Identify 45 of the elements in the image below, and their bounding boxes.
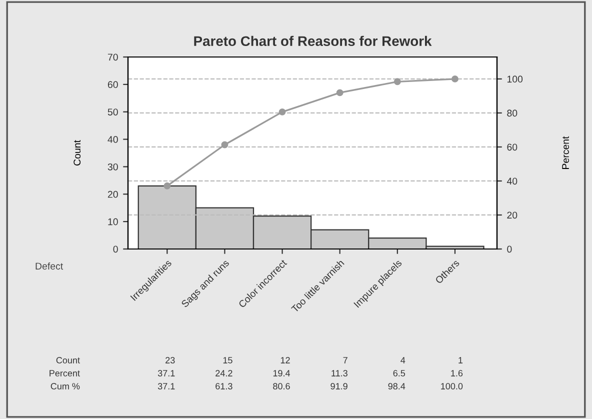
y2-tick-label: 40 — [506, 178, 518, 185]
text: 19.4 — [273, 370, 290, 376]
y2-tick-label: 60 — [507, 144, 518, 151]
data-label: 4 — [400, 357, 406, 364]
y-tick-label: 20 — [108, 190, 118, 198]
data-label: 23 — [166, 357, 175, 364]
y2-axis-title: Percent — [562, 136, 569, 169]
point — [278, 108, 286, 116]
data-label: 1 — [458, 357, 463, 364]
point — [164, 182, 171, 190]
data-label: 15 — [223, 357, 232, 364]
y2-tick-label: 80 — [507, 110, 518, 117]
y-axis-title: Count — [74, 140, 81, 166]
point — [394, 78, 401, 86]
text: 1.6 — [451, 370, 463, 376]
point — [336, 89, 344, 96]
text: 37.1 — [158, 370, 175, 376]
data-label: 98.4 — [388, 383, 406, 390]
text: 6.5 — [393, 370, 406, 376]
y-tick-label: 30 — [108, 163, 118, 170]
y2-tick-label: 20 — [507, 212, 518, 219]
text: Percent — [50, 370, 80, 376]
text: Cum % — [50, 383, 80, 390]
data-label: 7 — [343, 357, 348, 364]
y-tick-label: 10 — [108, 218, 118, 226]
point — [221, 141, 228, 148]
point — [452, 75, 458, 82]
y2-tick-label: 100 — [507, 76, 523, 83]
chart-title: Pareto Chart of Reasons for Rework — [194, 36, 432, 46]
data-label: 61.3 — [216, 383, 232, 390]
data-label: 100.0 — [441, 383, 463, 390]
text: Count — [56, 357, 80, 364]
y-tick-label: 0 — [113, 246, 118, 253]
y-tick-label: 70 — [108, 54, 118, 61]
y-tick-label: 40 — [108, 136, 118, 143]
x-axis-title: Defect — [36, 262, 64, 270]
data-label: 12 — [280, 357, 290, 364]
data-label: 80.6 — [273, 383, 290, 390]
text: 24.2 — [216, 370, 232, 376]
y-tick-label: 50 — [108, 108, 118, 116]
y2-tick-label: 0 — [507, 246, 512, 253]
y-tick-label: 60 — [108, 81, 118, 88]
data-label: 37.1 — [158, 383, 175, 390]
data-label: 91.9 — [330, 383, 348, 390]
text: 11.3 — [332, 370, 348, 376]
